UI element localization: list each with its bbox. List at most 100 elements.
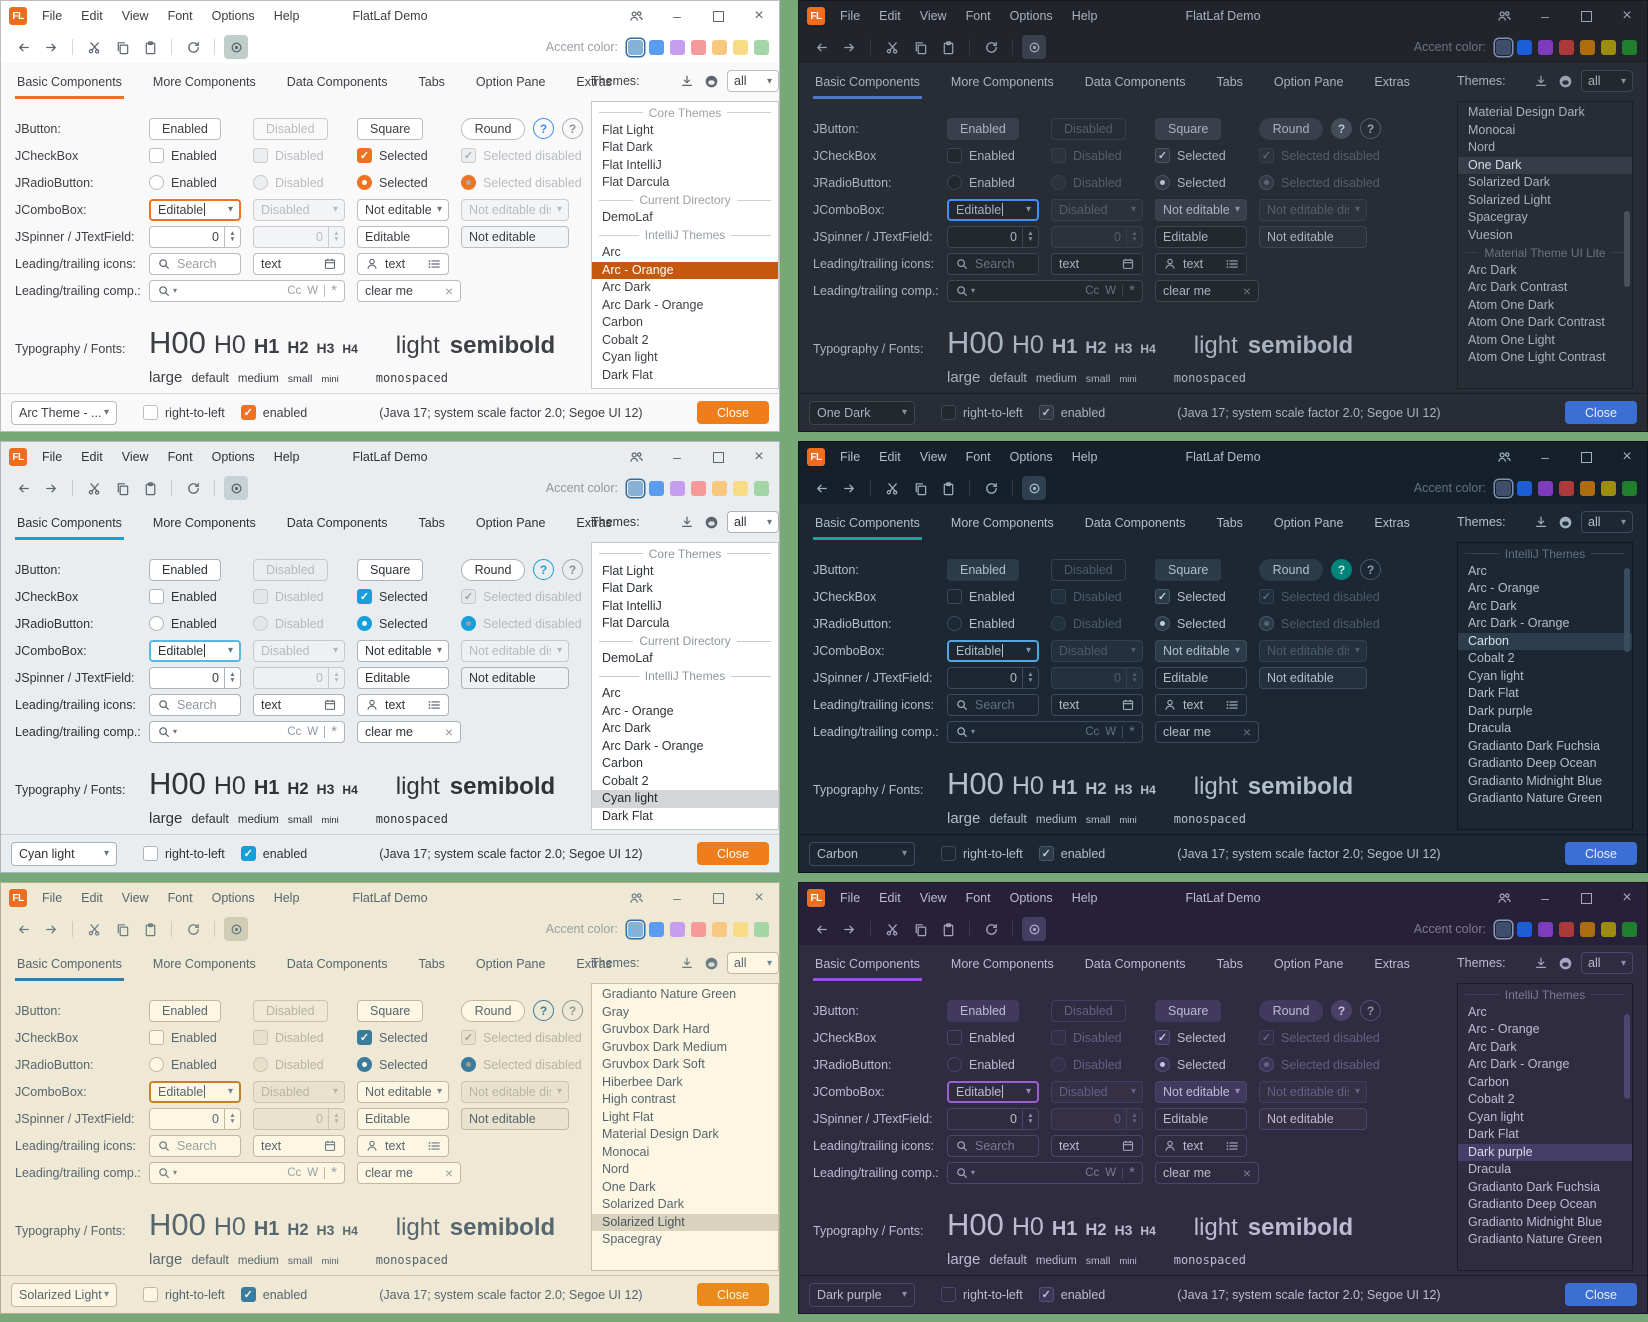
clear-icon[interactable]: × [1242,282,1251,299]
radio-circle[interactable] [1155,175,1170,190]
user-list-field[interactable]: text [1155,1134,1247,1157]
accent-swatch[interactable] [1601,39,1616,55]
theme-list-item[interactable]: Atom One Light [1468,332,1555,347]
filter-search-field[interactable]: ▾ Cc W * [947,1161,1143,1184]
accent-swatch[interactable] [733,480,748,496]
menu-font[interactable]: Font [167,891,193,905]
enabled-button[interactable]: Enabled [149,558,221,581]
accent-swatch[interactable] [1601,480,1616,496]
clear-me-field[interactable]: clear me × [1155,1161,1259,1184]
theme-list-item[interactable]: Dracula [1468,1162,1512,1176]
theme-list-item[interactable]: Flat IntelliJ [602,598,662,613]
checkbox-box[interactable] [143,846,158,861]
regex-button[interactable]: * [331,722,337,740]
combo-not-editable[interactable]: Not editable ▾ [357,639,449,662]
radio-circle[interactable] [1155,616,1170,631]
tab-extras[interactable]: Extras [576,957,612,971]
checkbox-enabled[interactable]: Enabled [947,1030,1015,1045]
checkbox-box[interactable] [149,589,164,604]
theme-list-item[interactable]: Arc [602,245,621,259]
spinner[interactable]: 0 [947,1107,1039,1130]
scrollbar-thumb[interactable] [1624,1014,1630,1099]
checkbox-box[interactable] [1155,1030,1170,1045]
menu-help[interactable]: Help [273,9,300,23]
forward-button[interactable] [39,35,63,59]
checkbox-box[interactable] [941,405,956,420]
theme-list-item[interactable]: Arc Dark [602,280,651,294]
checkbox-box[interactable] [149,1030,164,1045]
paste-button[interactable] [138,35,162,59]
scrollbar-thumb[interactable] [1624,567,1630,653]
menu-font[interactable]: Font [167,450,193,464]
clear-icon[interactable]: × [444,1164,453,1181]
close-button[interactable]: Close [697,401,769,424]
theme-list-item[interactable]: Nord [1468,140,1496,154]
tab-extras[interactable]: Extras [576,75,612,89]
date-field[interactable]: text [253,1134,345,1157]
theme-list-item[interactable]: Carbon [1458,632,1632,650]
clear-icon[interactable]: × [1242,723,1251,740]
theme-list-item[interactable]: Cyan light [1468,668,1524,683]
calendar-icon[interactable] [1121,698,1135,712]
theme-list-item[interactable]: Spacegray [602,1232,662,1246]
radio-selected[interactable]: Selected [357,1057,428,1072]
paste-button[interactable] [138,476,162,500]
chevron-down-icon[interactable]: ▾ [1025,1086,1032,1097]
checkbox-box[interactable] [1038,1287,1054,1302]
forward-button[interactable] [39,476,63,500]
whole-word-button[interactable]: W [1105,725,1117,738]
help-button[interactable]: ? [1331,118,1352,139]
clear-me-field[interactable]: clear me × [1155,720,1259,743]
spinner[interactable]: 0 [947,225,1039,248]
menu-view[interactable]: View [121,891,149,905]
theme-list-item[interactable]: Spacegray [1468,210,1528,224]
theme-list[interactable]: Core Themes Flat Light Flat Dark Flat Intel… [591,101,779,389]
accent-swatch[interactable] [1538,39,1553,55]
tab-more-components[interactable]: More Components [152,75,256,89]
spinner[interactable]: 0 [149,1107,241,1130]
github-icon[interactable] [703,955,719,971]
menu-options[interactable]: Options [1009,450,1053,464]
checkbox-selected[interactable]: Selected [357,1030,428,1045]
tab-basic-components[interactable]: Basic Components [813,508,922,540]
theme-list-item[interactable]: Cobalt 2 [602,773,649,788]
accent-swatch[interactable] [1559,480,1574,496]
theme-list-item[interactable]: Gruvbox Dark Soft [602,1057,705,1071]
inspect-toggle-button[interactable] [224,35,248,59]
theme-list-item[interactable]: Dracula [1468,721,1512,735]
clear-me-field[interactable]: clear me × [357,279,461,302]
textfield-editable[interactable]: Editable [357,666,449,689]
spinner-arrows[interactable] [1022,667,1038,688]
theme-select[interactable]: Carbon [809,841,915,866]
theme-list-item[interactable]: Dark Flat [1468,686,1519,700]
theme-list-item[interactable]: Dark Flat [1468,1127,1519,1141]
accent-swatch[interactable] [1622,921,1637,937]
menu-view[interactable]: View [121,9,149,23]
users-icon[interactable] [628,8,644,24]
checkbox-selected[interactable]: Selected [1155,1030,1226,1045]
menu-file[interactable]: File [42,891,63,905]
combo-not-editable[interactable]: Not editable ▾ [357,1080,449,1103]
spinner-arrows[interactable] [1022,1108,1038,1129]
theme-list-item[interactable]: Arc Dark Contrast [1468,280,1568,294]
round-button[interactable]: Round [1259,558,1323,581]
match-case-button[interactable]: Cc [287,1166,302,1179]
theme-select[interactable]: Solarized Light [11,1282,117,1307]
theme-list-item[interactable]: Solarized Dark [602,1197,684,1211]
chevron-down-icon[interactable]: ▾ [1025,645,1032,656]
radio-circle[interactable] [149,616,164,631]
accent-swatch[interactable] [1517,921,1532,937]
accent-swatch[interactable] [649,921,664,937]
theme-list[interactable]: Material Design Dark Monocai Nord One Dark S… [1457,101,1633,389]
filter-search-field[interactable]: ▾ Cc W * [947,279,1143,302]
accent-swatch[interactable] [628,39,643,55]
refresh-button[interactable] [979,35,1003,59]
regex-button[interactable]: * [1129,722,1135,740]
accent-swatch[interactable] [1538,921,1553,937]
users-icon[interactable] [1496,449,1512,465]
round-button[interactable]: Round [1259,117,1323,140]
menu-file[interactable]: File [840,9,861,23]
tab-extras[interactable]: Extras [1374,957,1410,971]
menu-font[interactable]: Font [167,9,193,23]
radio-selected[interactable]: Selected [1155,175,1226,190]
